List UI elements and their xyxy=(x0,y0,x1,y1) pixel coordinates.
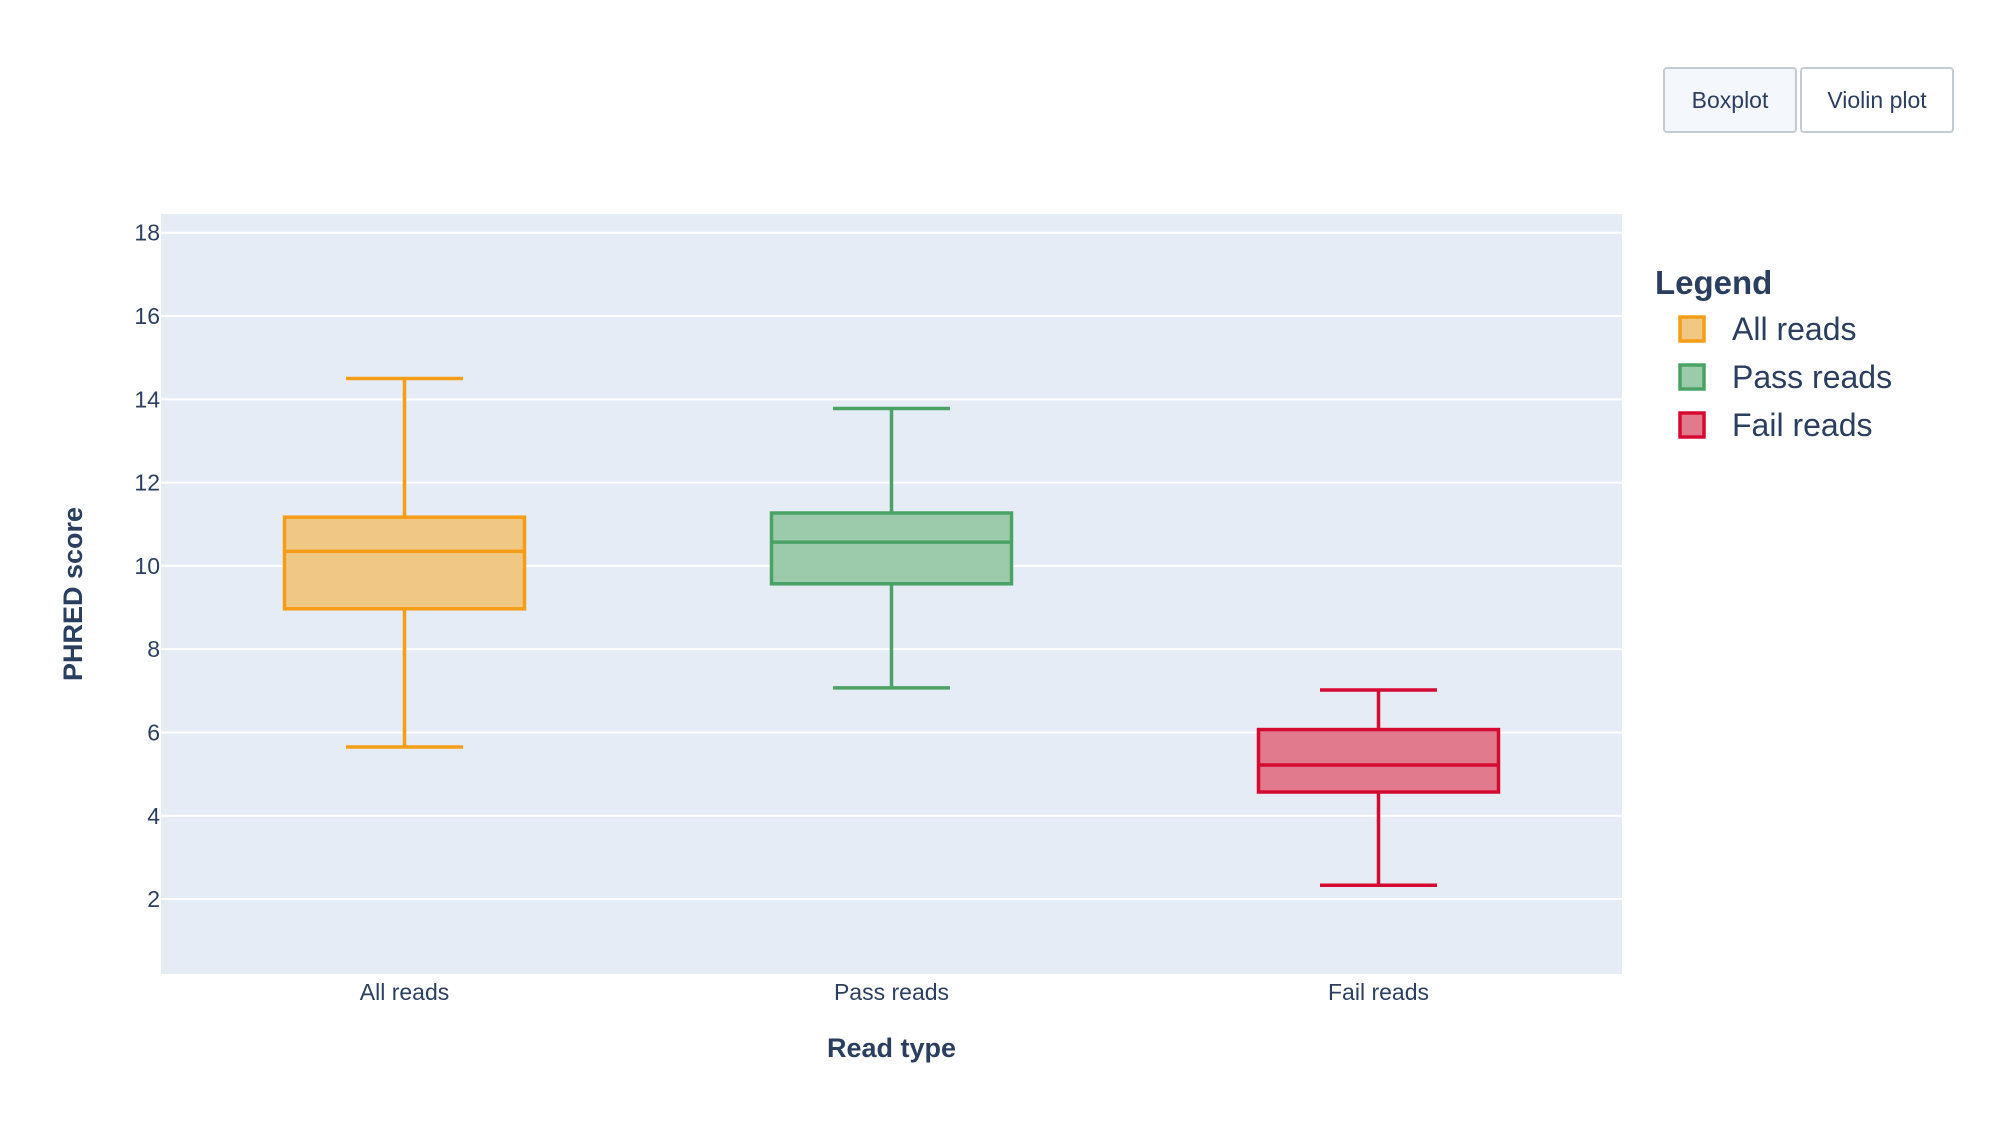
legend-title: Legend xyxy=(1655,264,1772,301)
legend-label: All reads xyxy=(1732,311,1857,347)
legend-label: Fail reads xyxy=(1732,407,1873,443)
box-0 xyxy=(282,376,527,749)
y-tick-label: 12 xyxy=(134,470,160,496)
y-tick-label: 6 xyxy=(147,719,160,745)
box-1 xyxy=(769,406,1014,690)
x-axis-title: Read type xyxy=(827,1033,956,1063)
y-axis-ticks: 2 4 6 8 10 12 14 16 18 xyxy=(134,220,160,912)
legend-swatch xyxy=(1678,411,1706,439)
legend-swatch xyxy=(1678,315,1706,343)
boxplot-button[interactable]: Boxplot xyxy=(1663,67,1797,133)
y-tick-label: 18 xyxy=(134,220,160,246)
legend-item[interactable]: Pass reads xyxy=(1678,359,1892,395)
y-axis-title: PHRED score xyxy=(58,507,88,681)
box-body xyxy=(1256,727,1501,794)
legend: All reads Pass reads Fail reads xyxy=(1678,311,1892,443)
y-tick-label: 10 xyxy=(134,553,160,579)
boxes xyxy=(282,376,1501,888)
y-tick-label: 14 xyxy=(134,386,160,412)
y-tick-label: 8 xyxy=(147,636,160,662)
x-tick-label: Pass reads xyxy=(834,979,949,1005)
x-axis-ticks: All reads Pass reads Fail reads xyxy=(360,979,1429,1005)
box-2 xyxy=(1256,688,1501,888)
legend-swatch xyxy=(1678,363,1706,391)
legend-item[interactable]: All reads xyxy=(1678,311,1857,347)
y-tick-label: 16 xyxy=(134,303,160,329)
plot-mode-buttons: Boxplot Violin plot xyxy=(1663,67,1954,133)
y-tick-label: 2 xyxy=(147,886,160,912)
legend-item[interactable]: Fail reads xyxy=(1678,407,1873,443)
legend-label: Pass reads xyxy=(1732,359,1892,395)
x-tick-label: All reads xyxy=(360,979,449,1005)
box-body xyxy=(282,515,527,611)
box-body xyxy=(769,511,1014,586)
y-tick-label: 4 xyxy=(147,803,160,829)
violin-plot-button[interactable]: Violin plot xyxy=(1800,67,1954,133)
x-tick-label: Fail reads xyxy=(1328,979,1429,1005)
